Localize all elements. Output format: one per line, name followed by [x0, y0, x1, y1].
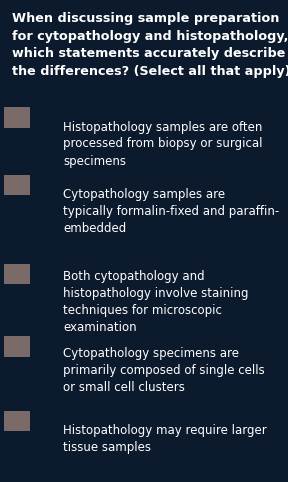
FancyBboxPatch shape	[4, 264, 30, 284]
Text: When discussing sample preparation
for cytopathology and histopathology,
which s: When discussing sample preparation for c…	[12, 12, 288, 78]
Text: Histopathology samples are often
processed from biopsy or surgical
specimens: Histopathology samples are often process…	[63, 120, 263, 168]
Text: Histopathology may require larger
tissue samples: Histopathology may require larger tissue…	[63, 424, 267, 454]
Text: Cytopathology samples are
typically formalin-fixed and paraffin-
embedded: Cytopathology samples are typically form…	[63, 188, 280, 235]
FancyBboxPatch shape	[4, 107, 30, 128]
Text: Both cytopathology and
histopathology involve staining
techniques for microscopi: Both cytopathology and histopathology in…	[63, 270, 249, 334]
FancyBboxPatch shape	[4, 411, 30, 431]
FancyBboxPatch shape	[4, 336, 30, 357]
Text: Cytopathology specimens are
primarily composed of single cells
or small cell clu: Cytopathology specimens are primarily co…	[63, 347, 265, 394]
FancyBboxPatch shape	[4, 175, 30, 195]
